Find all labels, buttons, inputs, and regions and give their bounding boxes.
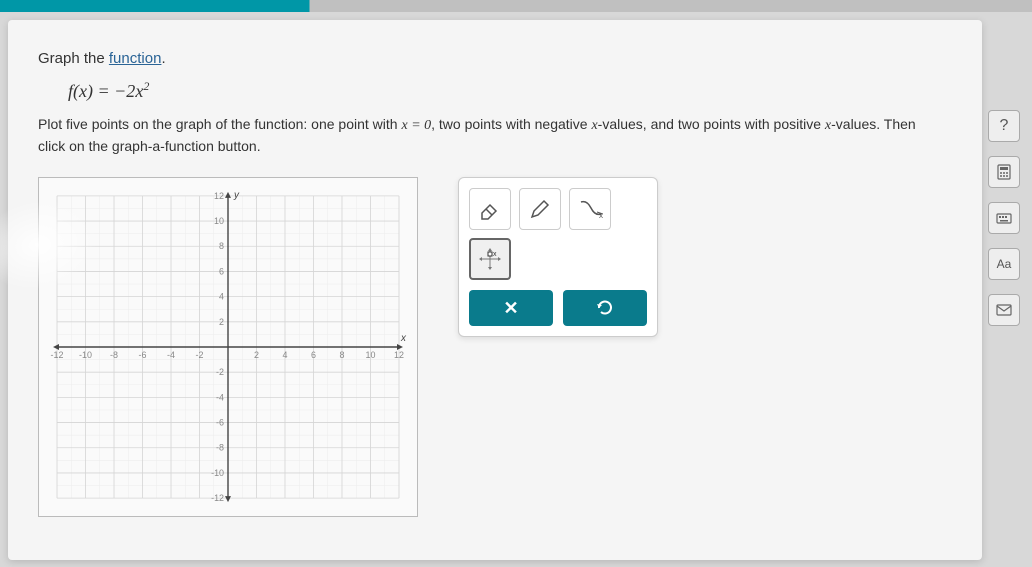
- svg-text:12: 12: [394, 350, 404, 360]
- font-icon: Aa: [997, 257, 1012, 271]
- instr-p2: , two points with negative: [431, 116, 591, 132]
- font-size-button[interactable]: Aa: [988, 248, 1020, 280]
- svg-text:6: 6: [311, 350, 316, 360]
- svg-text:y: y: [233, 190, 240, 201]
- svg-text:-4: -4: [216, 392, 224, 402]
- help-icon: ?: [1000, 117, 1009, 135]
- clear-x-icon: ✕: [503, 298, 518, 319]
- instr-eq: x = 0: [401, 118, 431, 133]
- reset-button[interactable]: [563, 290, 647, 326]
- svg-text:2: 2: [254, 350, 259, 360]
- svg-text:-8: -8: [110, 350, 118, 360]
- graph-plotter[interactable]: x y -12 -10 -8 -6 -4 -2 2 4 6 8 10 12 -12 -10 -8 -6 -4 -2 2 4…: [38, 177, 418, 517]
- top-accent-bar: [0, 0, 1032, 12]
- svg-text:-6: -6: [216, 418, 224, 428]
- svg-text:-12: -12: [211, 493, 224, 503]
- svg-text:-2: -2: [196, 350, 204, 360]
- function-link[interactable]: function: [109, 50, 162, 67]
- title-prefix: Graph the: [38, 50, 109, 67]
- keyboard-icon: [995, 209, 1013, 227]
- instructions: Plot five points on the graph of the fun…: [38, 114, 918, 157]
- svg-text:x: x: [599, 211, 603, 220]
- svg-text:2: 2: [219, 317, 224, 327]
- tool-panel: x x: [458, 177, 658, 337]
- calculator-icon: [995, 163, 1013, 181]
- clear-button[interactable]: ✕: [469, 290, 553, 326]
- action-row: ✕: [469, 290, 647, 326]
- equation: f(x) = −2x2: [68, 79, 962, 102]
- svg-text:-4: -4: [167, 350, 175, 360]
- instr-p1: Plot five points on the graph of the fun…: [38, 116, 401, 132]
- svg-text:12: 12: [214, 191, 224, 201]
- svg-text:10: 10: [366, 350, 376, 360]
- svg-text:x: x: [400, 333, 407, 344]
- svg-text:-8: -8: [216, 443, 224, 453]
- svg-text:8: 8: [339, 350, 344, 360]
- question-title: Graph the function.: [38, 50, 962, 67]
- svg-text:8: 8: [219, 241, 224, 251]
- tool-row-1: x: [469, 188, 647, 230]
- svg-text:-10: -10: [211, 468, 224, 478]
- curve-icon: x: [577, 196, 603, 222]
- instr-p3: -values, and two points with positive: [598, 116, 825, 132]
- pencil-icon: [528, 197, 552, 221]
- title-suffix: .: [161, 50, 165, 67]
- mail-icon: [995, 301, 1013, 319]
- mail-button[interactable]: [988, 294, 1020, 326]
- question-panel: Graph the function. f(x) = −2x2 Plot fiv…: [8, 20, 982, 560]
- svg-text:x: x: [493, 251, 497, 258]
- work-area: x y -12 -10 -8 -6 -4 -2 2 4 6 8 10 12 -12 -10 -8 -6 -4 -2 2 4…: [38, 177, 962, 517]
- svg-text:-10: -10: [79, 350, 92, 360]
- help-button[interactable]: ?: [988, 110, 1020, 142]
- tool-row-2: x: [469, 238, 647, 280]
- svg-text:6: 6: [219, 266, 224, 276]
- calculator-button[interactable]: [988, 156, 1020, 188]
- point-plot-icon: x: [477, 246, 503, 272]
- eraser-icon: [478, 197, 502, 221]
- eraser-tool[interactable]: [469, 188, 511, 230]
- svg-text:4: 4: [283, 350, 288, 360]
- curve-tool[interactable]: x: [569, 188, 611, 230]
- svg-text:10: 10: [214, 216, 224, 226]
- svg-text:4: 4: [219, 292, 224, 302]
- point-plot-tool[interactable]: x: [469, 238, 511, 280]
- coordinate-grid: x y -12 -10 -8 -6 -4 -2 2 4 6 8 10 12 -12 -10 -8 -6 -4 -2 2 4…: [39, 178, 417, 516]
- svg-text:-6: -6: [139, 350, 147, 360]
- svg-text:-2: -2: [216, 367, 224, 377]
- reset-icon: [596, 299, 614, 317]
- right-rail: ? Aa: [988, 110, 1024, 326]
- pencil-tool[interactable]: [519, 188, 561, 230]
- svg-text:-12: -12: [51, 350, 64, 360]
- keyboard-button[interactable]: [988, 202, 1020, 234]
